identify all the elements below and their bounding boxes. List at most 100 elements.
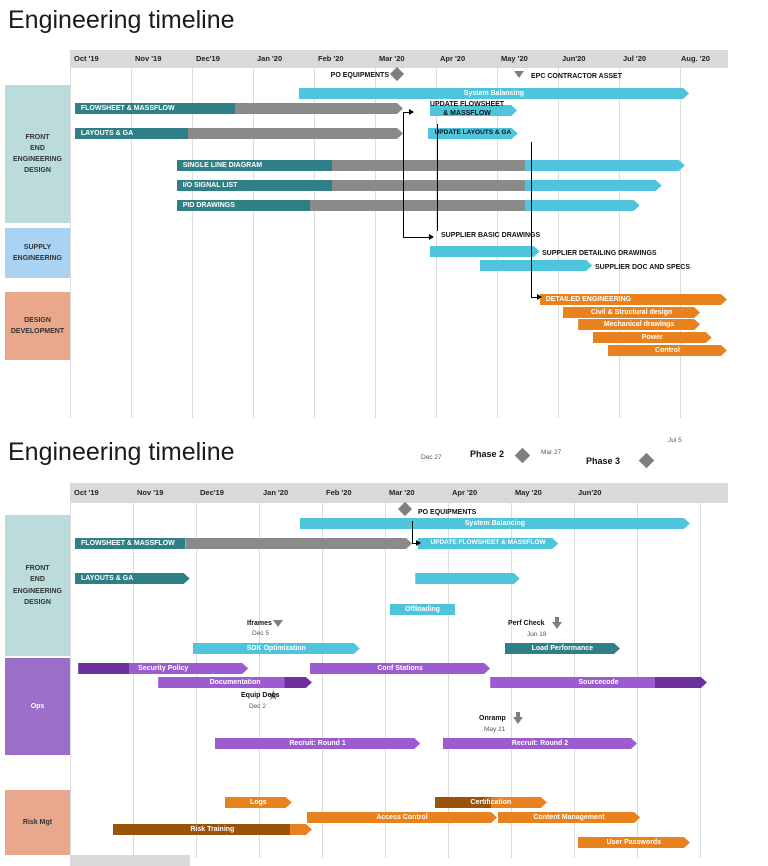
connector-line (412, 543, 416, 544)
gantt-bar: I/O SIGNAL LIST (176, 180, 333, 191)
annotation-text: PO EQUIPMENTS (418, 509, 477, 516)
timeline-header (70, 483, 728, 503)
gantt-bar: FLOWSHEET & MASSFLOW (74, 103, 235, 114)
bar-label: Power (641, 334, 663, 341)
gantt-bar (332, 180, 526, 191)
gantt-bar: Power (593, 332, 712, 343)
gridline (497, 68, 498, 418)
milestone-diamond-icon (514, 447, 531, 464)
month-label: Mar '20 (389, 488, 415, 497)
gridline (133, 503, 134, 858)
gantt-bar (188, 128, 403, 139)
bar-label: Logs (249, 799, 267, 806)
annotation-text: Jul 5 (668, 437, 682, 444)
milestone-star-icon: ★ (267, 687, 280, 703)
gantt-bar: Recruit: Round 2 (443, 738, 637, 749)
annotation-text: Dec 5 (252, 630, 269, 637)
month-label: Oct '19 (74, 488, 99, 497)
annotation-text: Dec 27 (421, 454, 442, 461)
gridline (322, 503, 323, 858)
connector-arrow-icon (416, 540, 421, 546)
annotation-text: Iframes (247, 620, 272, 627)
annotation-text: EPC CONTRACTOR ASSET (531, 73, 623, 80)
gantt-bar (235, 103, 403, 114)
chart-title: Engineering timeline (8, 6, 235, 34)
bar-label: PID DRAWINGS (182, 202, 235, 209)
gantt-bar: User Passwords (578, 837, 690, 848)
gridline (375, 68, 376, 418)
group-label: Ops (5, 658, 70, 755)
group-label: Risk Mgt (5, 790, 70, 855)
gantt-bar (525, 160, 685, 171)
bar-label: LAYOUTS & GA (80, 130, 134, 137)
month-label: Apr '20 (440, 54, 466, 63)
gantt-bar: SDK Optimization (193, 643, 360, 654)
gridline (253, 68, 254, 418)
milestone-triangle-icon (273, 620, 283, 627)
gantt-bar: Control (608, 345, 727, 356)
bar-label: Security Policy (138, 665, 189, 672)
bar-label: Civil & Structural design (590, 309, 673, 316)
bar-label: User Passwords (606, 839, 662, 846)
bar-label: Offloading (404, 606, 440, 613)
gantt-bar (525, 180, 662, 191)
gantt-bar: Access Control (307, 812, 497, 823)
annotation-text: Jun 18 (527, 631, 547, 638)
bar-label: DETAILED ENGINEERING (545, 296, 632, 303)
gridline (192, 68, 193, 418)
month-label: Jun'20 (562, 54, 586, 63)
gantt-bar: FLOWSHEET & MASSFLOW (75, 538, 186, 549)
bar-label: Recruit: Round 1 (289, 740, 346, 747)
gantt-bar: Offloading (390, 604, 455, 615)
gantt-bar: LAYOUTS & GA (75, 573, 190, 584)
group-label: DESIGN DEVELOPMENT (5, 292, 70, 360)
gantt-bar: Mechanical drawings (578, 319, 700, 330)
annotation-text: Phase 3 (586, 456, 621, 466)
connector-arrow-icon (429, 234, 434, 240)
group-label: FRONT END ENGINEERING DESIGN (5, 515, 70, 656)
month-label: Nov '19 (137, 488, 164, 497)
month-label: Dec'19 (196, 54, 220, 63)
month-label: Jun'20 (578, 488, 602, 497)
connector-line (437, 124, 438, 231)
bar-label: UPDATE FLOWSHEET & MASSFLOW (430, 539, 546, 547)
gantt-bar (430, 105, 517, 116)
month-label: Mar '20 (379, 54, 405, 63)
footer-strip (70, 855, 190, 866)
gantt-bar: Security Policy (78, 663, 248, 674)
month-label: Jul '20 (623, 54, 647, 63)
month-label: May '20 (515, 488, 542, 497)
gridline (70, 68, 71, 418)
gantt-bar: Logs (225, 797, 292, 808)
bar-label: Certification (470, 799, 512, 806)
gantt-bar: System Balancing (299, 88, 689, 99)
annotation-text: Dec 2 (249, 703, 266, 710)
month-label: Nov '19 (135, 54, 162, 63)
milestone-down-arrow-icon (513, 712, 523, 725)
month-label: Oct '19 (74, 54, 99, 63)
gantt-bar (185, 538, 412, 549)
bar-label: Control (655, 347, 680, 354)
bar-label: Mechanical drawings (603, 321, 675, 328)
annotation-text: SUPPLIER DETAILING DRAWINGS (542, 250, 657, 257)
connector-line (403, 112, 409, 113)
month-label: May '20 (501, 54, 528, 63)
gridline (680, 68, 681, 418)
bar-label: LAYOUTS & GA (81, 575, 134, 582)
bar-label: Sourcecode (578, 679, 619, 686)
milestone-diamond-icon (638, 452, 655, 469)
gantt-bar (525, 200, 640, 211)
month-label: Aug. '20 (681, 54, 710, 63)
gridline (619, 68, 620, 418)
bar-label: System Balancing (464, 520, 526, 527)
gantt-bar (332, 160, 526, 171)
gantt-bar (309, 200, 526, 211)
milestone-triangle-icon (514, 71, 524, 78)
group-label: FRONT END ENGINEERING DESIGN (5, 85, 70, 223)
timeline-header (70, 50, 728, 68)
connector-arrow-icon (537, 294, 542, 300)
connector-line (531, 142, 532, 297)
gridline (131, 68, 132, 418)
